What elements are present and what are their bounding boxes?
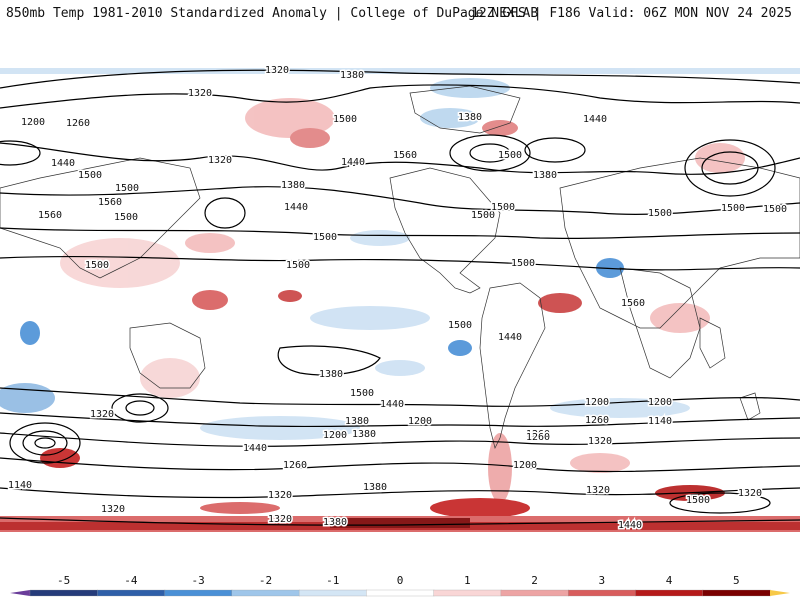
contour-label: 1260 bbox=[526, 432, 550, 443]
contour-label: 1320 bbox=[188, 88, 212, 99]
contour-label: 1500 bbox=[333, 114, 357, 125]
contour-label: 1500 bbox=[85, 260, 109, 271]
model-valid-time: 12Z GFS | F186 Valid: 06Z MON NOV 24 202… bbox=[471, 6, 792, 21]
coastlines bbox=[0, 85, 800, 450]
contour-label: 1200 bbox=[323, 430, 347, 441]
world-map: 1320 1380 1320 1200 1260 1500 1380 1440 1320 1380… bbox=[0, 28, 800, 560]
contour-label: 1320 bbox=[586, 485, 610, 496]
warm-anomaly-shading bbox=[0, 98, 800, 532]
contour-label: 1200 bbox=[408, 416, 432, 427]
contour-label: 1500 bbox=[491, 202, 515, 213]
colorbar-tick-label: -4 bbox=[124, 574, 138, 587]
contour-label: 1500 bbox=[511, 258, 535, 269]
contour-label: 1440 bbox=[341, 157, 365, 168]
colorbar-min-arrow bbox=[10, 590, 30, 596]
contour-label: 1560 bbox=[393, 150, 417, 161]
contour-label: 1500 bbox=[721, 203, 745, 214]
contour-label: 1500 bbox=[763, 204, 787, 215]
contour-label: 1500 bbox=[686, 495, 710, 506]
anomaly-colorbar: -5 -4 -3 -2 -1 0 1 2 3 4 5 bbox=[10, 574, 790, 597]
contour-label: 1200 bbox=[585, 397, 609, 408]
colorbar-segment bbox=[702, 589, 771, 597]
colorbar-tick-label: 1 bbox=[464, 574, 471, 587]
contour-label: 1320 bbox=[265, 65, 289, 76]
contour-label: 1500 bbox=[498, 150, 522, 161]
contour-label: 1320 bbox=[208, 155, 232, 166]
colorbar-segment bbox=[97, 589, 166, 597]
contour-label: 1560 bbox=[621, 298, 645, 309]
contour-label: 1440 bbox=[583, 114, 607, 125]
contour-label: 1500 bbox=[114, 212, 138, 223]
contour-label: 1440 bbox=[498, 332, 522, 343]
colorbar-segment bbox=[568, 589, 637, 597]
colorbar-segment bbox=[298, 589, 368, 597]
contour-label: 1500 bbox=[115, 183, 139, 194]
colorbar-segment bbox=[433, 589, 502, 597]
colorbar-max-arrow bbox=[770, 590, 790, 596]
map-title: 850mb Temp 1981-2010 Standardized Anomal… bbox=[6, 6, 539, 21]
height-contours bbox=[0, 69, 800, 526]
contour-label: 1320 bbox=[268, 490, 292, 501]
contour-label: 1500 bbox=[350, 388, 374, 399]
contour-label: 1380 bbox=[533, 170, 557, 181]
contour-label: 1260 bbox=[585, 415, 609, 426]
colorbar-tick-label: -3 bbox=[192, 574, 205, 587]
contour-label: 1380 bbox=[340, 70, 364, 81]
contour-label: 1380 bbox=[281, 180, 305, 191]
contour-label: 1560 bbox=[38, 210, 62, 221]
contour-label: 1380 bbox=[352, 429, 376, 440]
contour-label: 1260 bbox=[66, 118, 90, 129]
contour-label: 1260 bbox=[283, 460, 307, 471]
colorbar-segment bbox=[164, 589, 233, 597]
contour-label: 1320 bbox=[738, 488, 762, 499]
contour-label: 1140 bbox=[648, 416, 672, 427]
contour-labels: 1320 1380 1320 1200 1260 1500 1380 1440 1320 1380… bbox=[6, 64, 788, 533]
colorbar-segment bbox=[366, 589, 435, 597]
contour-label: 1140 bbox=[8, 480, 32, 491]
contour-label: 1380 bbox=[345, 416, 369, 427]
contour-label: 1500 bbox=[286, 260, 310, 271]
contour-label: 1500 bbox=[648, 208, 672, 219]
contour-label: 1500 bbox=[471, 210, 495, 221]
contour-label: 1320 bbox=[101, 504, 125, 515]
contour-label: 1500 bbox=[313, 232, 337, 243]
colorbar-tick-label: 2 bbox=[531, 574, 538, 587]
colorbar-segment bbox=[231, 589, 300, 597]
contour-label: 1440 bbox=[284, 202, 308, 213]
contour-label: 1200 bbox=[648, 397, 672, 408]
contour-label: 1380 bbox=[458, 112, 482, 123]
contour-label: 1200 bbox=[513, 460, 537, 471]
contour-label: 1200 bbox=[21, 117, 45, 128]
contour-label: 1440 bbox=[51, 158, 75, 169]
colorbar-segment bbox=[635, 589, 704, 597]
contour-label: 1380 bbox=[323, 517, 347, 528]
contour-label: 1560 bbox=[98, 197, 122, 208]
contour-label: 1320 bbox=[268, 514, 292, 525]
colorbar-tick-label: -2 bbox=[259, 574, 272, 587]
contour-label: 1380 bbox=[363, 482, 387, 493]
contour-label: 1440 bbox=[243, 443, 267, 454]
contour-label: 1260 bbox=[526, 429, 550, 440]
colorbar-tick-label: -1 bbox=[326, 574, 339, 587]
colorbar-segment bbox=[29, 589, 98, 597]
contour-label: 1320 bbox=[588, 436, 612, 447]
contour-label: 1440 bbox=[618, 520, 642, 531]
colorbar-tick-label: 5 bbox=[733, 574, 740, 587]
colorbar-segment bbox=[500, 589, 569, 597]
colorbar-tick-label: 4 bbox=[666, 574, 673, 587]
colorbar-tick-label: 3 bbox=[599, 574, 606, 587]
colorbar-tick-label: -5 bbox=[57, 574, 70, 587]
cool-anomaly-shading bbox=[0, 68, 800, 440]
colorbar-blocks bbox=[10, 589, 790, 597]
contour-label: 1440 bbox=[380, 399, 404, 410]
colorbar-ticks: -5 -4 -3 -2 -1 0 1 2 3 4 5 bbox=[57, 574, 740, 587]
contour-label: 1380 bbox=[319, 369, 343, 380]
contour-label: 1500 bbox=[78, 170, 102, 181]
contour-label: 1500 bbox=[448, 320, 472, 331]
colorbar-tick-label: 0 bbox=[397, 574, 404, 587]
contour-label: 1320 bbox=[90, 409, 114, 420]
